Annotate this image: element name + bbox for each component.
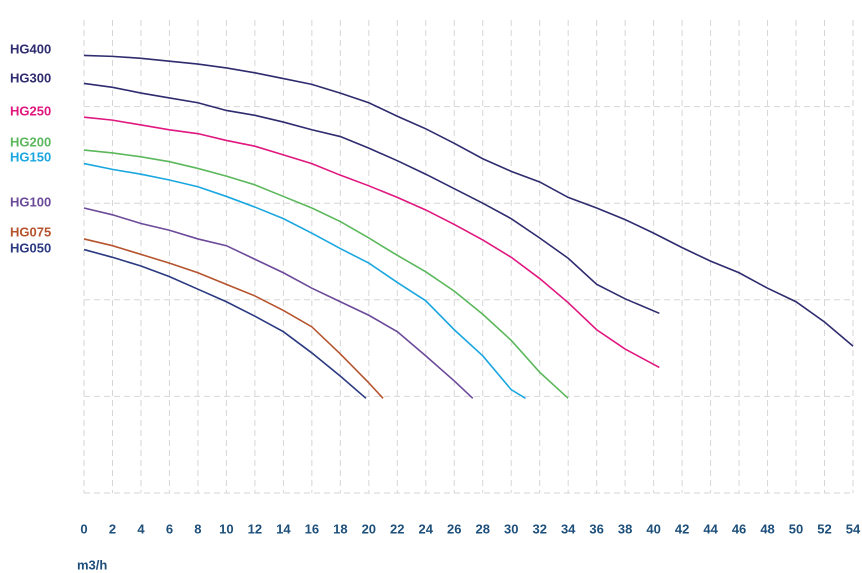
x-tick-label: 24 [419,521,434,536]
legend-label: HG075 [10,224,51,239]
x-tick-label: 44 [703,521,718,536]
legend-label: HG250 [10,103,51,118]
x-tick-label: 38 [618,521,632,536]
x-tick-label: 4 [137,521,145,536]
legend-label: HG100 [10,194,51,209]
x-tick-label: 46 [732,521,746,536]
series-line [83,162,526,400]
legend-label: HG150 [10,149,51,164]
x-tick-label: 6 [166,521,173,536]
legend-label: HG300 [10,70,51,85]
series-line [83,238,384,399]
legend-label: HG050 [10,240,51,255]
x-tick-label: 32 [532,521,546,536]
series-line [83,82,660,315]
series-line [83,207,474,399]
x-tick-label: 50 [789,521,803,536]
x-tick-label: 18 [333,521,347,536]
x-tick-label: 12 [248,521,262,536]
x-tick-label: 54 [846,521,861,536]
x-tick-label: 40 [646,521,660,536]
x-tick-label: 20 [362,521,376,536]
series-line [83,54,854,347]
x-tick-label: 8 [194,521,201,536]
x-tick-label: 52 [817,521,831,536]
legend-label: HG200 [10,134,51,149]
series-line [83,116,660,369]
x-tick-label: 10 [219,521,233,536]
series-line [83,149,569,399]
x-tick-label: 22 [390,521,404,536]
x-tick-label: 30 [504,521,518,536]
x-tick-label: 0 [80,521,87,536]
x-tick-label: 36 [589,521,603,536]
x-tick-label: 16 [305,521,319,536]
x-tick-label: 26 [447,521,461,536]
x-tick-label: 34 [561,521,576,536]
x-axis-label: m3/h [77,557,107,572]
legend-label: HG400 [10,41,51,56]
series-line [83,248,367,399]
x-tick-label: 28 [476,521,490,536]
x-tick-label: 14 [276,521,291,536]
x-tick-label: 2 [109,521,116,536]
x-tick-label: 48 [760,521,774,536]
x-tick-label: 42 [675,521,689,536]
